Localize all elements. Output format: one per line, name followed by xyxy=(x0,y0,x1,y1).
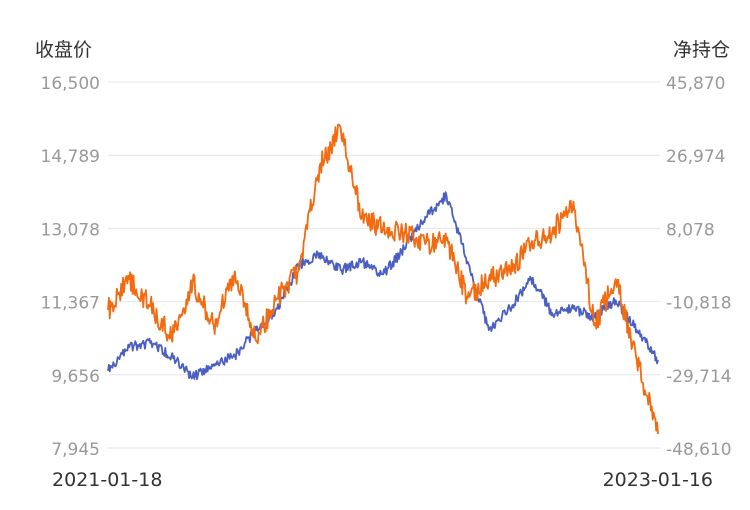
x-axis-end-label: 2023-01-16 xyxy=(602,469,713,491)
y-left-tick-label: 13,078 xyxy=(41,220,100,240)
net-position-line xyxy=(107,123,659,435)
y-left-tick-label: 16,500 xyxy=(41,74,100,94)
y-left-tick-label: 14,789 xyxy=(41,147,100,167)
y-left-tick-label: 11,367 xyxy=(41,294,100,314)
y-right-tick-label: -10,818 xyxy=(666,294,732,314)
y-right-tick-label: -29,714 xyxy=(666,367,732,387)
y-left-tick-label: 7,945 xyxy=(51,440,100,460)
y-left-tick-label: 9,656 xyxy=(51,367,100,387)
y-right-tick-label: 8,078 xyxy=(666,220,715,240)
y-right-tick-label: 45,870 xyxy=(666,74,725,94)
left-axis-title: 收盘价 xyxy=(35,39,93,61)
y-right-tick-label: 26,974 xyxy=(666,147,725,167)
right-axis-title: 净持仓 xyxy=(672,39,730,61)
y-right-tick-label: -48,610 xyxy=(666,440,732,460)
close-price-line xyxy=(107,191,659,381)
x-axis-start-label: 2021-01-18 xyxy=(52,469,163,491)
